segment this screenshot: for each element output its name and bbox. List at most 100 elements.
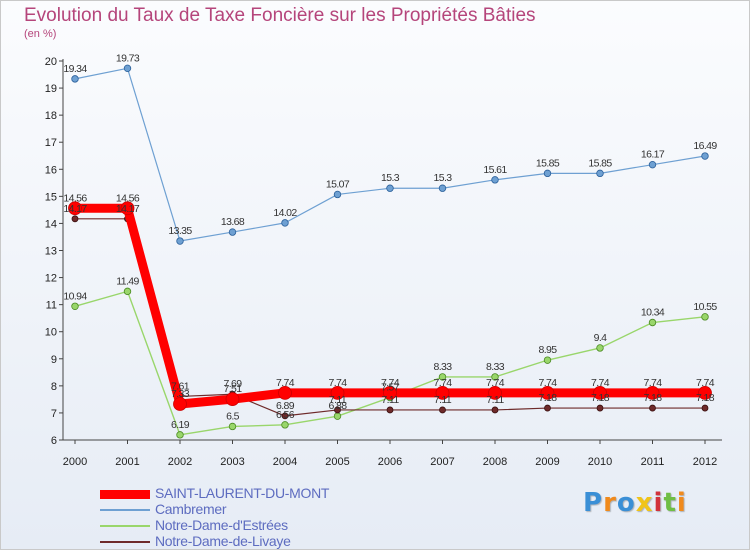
logo-letter: i bbox=[676, 488, 687, 518]
data-label: 6.19 bbox=[171, 419, 190, 431]
data-label: 15.85 bbox=[536, 157, 560, 169]
data-label: 7.33 bbox=[171, 388, 190, 400]
data-label: 7.74 bbox=[591, 377, 610, 389]
data-label: 6.56 bbox=[276, 409, 295, 421]
data-label: 14.17 bbox=[63, 203, 87, 215]
data-label: 8.33 bbox=[486, 361, 505, 373]
x-tick-label: 2004 bbox=[273, 456, 297, 468]
data-point bbox=[649, 404, 656, 412]
data-point bbox=[540, 385, 555, 400]
y-tick-label: 20 bbox=[45, 56, 57, 68]
y-tick-label: 17 bbox=[45, 137, 57, 149]
data-point bbox=[123, 64, 132, 73]
data-point bbox=[120, 201, 135, 216]
legend-swatch bbox=[100, 509, 150, 511]
data-point bbox=[281, 412, 289, 420]
data-label: 14.17 bbox=[116, 203, 140, 215]
data-label: 10.94 bbox=[63, 290, 87, 302]
x-tick-label: 2008 bbox=[483, 456, 507, 468]
data-point bbox=[281, 421, 289, 429]
y-tick-label: 11 bbox=[46, 300, 57, 312]
data-point bbox=[330, 385, 345, 400]
data-label: 14.56 bbox=[63, 192, 87, 204]
data-point bbox=[333, 190, 342, 199]
logo-letter: P bbox=[583, 488, 604, 518]
series-0 bbox=[68, 201, 712, 411]
data-label: 7.61 bbox=[171, 380, 190, 392]
data-label: 8.33 bbox=[433, 361, 452, 373]
x-tick-label: 2007 bbox=[430, 456, 454, 468]
x-tick-label: 2011 bbox=[641, 456, 665, 468]
data-point bbox=[173, 397, 187, 411]
data-label: 6.88 bbox=[328, 400, 347, 412]
y-tick-label: 13 bbox=[45, 246, 57, 258]
data-point bbox=[543, 356, 552, 364]
data-point bbox=[438, 373, 447, 381]
data-label: 15.3 bbox=[433, 172, 452, 184]
legend-label: Notre-Dame-de-Livaye bbox=[155, 533, 291, 549]
data-label: 7.57 bbox=[381, 381, 400, 393]
data-label: 11.49 bbox=[116, 275, 139, 287]
data-label: 7.69 bbox=[223, 378, 242, 390]
data-label: 14.56 bbox=[116, 192, 140, 204]
data-point bbox=[228, 228, 237, 236]
data-point bbox=[701, 313, 709, 321]
y-tick-label: 6 bbox=[51, 435, 57, 447]
data-label: 7.74 bbox=[381, 377, 400, 389]
data-point bbox=[596, 344, 604, 352]
data-label: 7.18 bbox=[591, 392, 610, 404]
series-layer bbox=[68, 64, 712, 439]
data-point bbox=[435, 385, 450, 400]
data-point bbox=[176, 237, 184, 245]
x-tick-label: 2002 bbox=[168, 456, 192, 468]
axes: 6 7 8 9 10 11 12 13 14 15 16 17 18 19 20 2000 2001 2002 20… bbox=[45, 56, 722, 468]
legend-swatch bbox=[100, 489, 150, 499]
y-tick-label: 14 bbox=[45, 218, 57, 230]
x-tick-label: 2001 bbox=[115, 456, 139, 468]
data-label: 19.73 bbox=[116, 52, 140, 64]
logo-letter: i bbox=[653, 488, 664, 518]
data-label: 7.11 bbox=[434, 394, 452, 406]
series-1 bbox=[71, 64, 709, 245]
y-tick-label: 9 bbox=[51, 354, 57, 366]
legend-swatch bbox=[100, 541, 150, 543]
data-point bbox=[334, 406, 341, 414]
data-point bbox=[386, 406, 394, 414]
data-point bbox=[648, 318, 657, 327]
y-tick-label: 7 bbox=[51, 408, 57, 420]
data-label: 7.51 bbox=[223, 383, 242, 395]
data-label: 13.68 bbox=[221, 216, 245, 228]
data-label: 7.11 bbox=[381, 394, 399, 406]
data-point bbox=[488, 385, 502, 400]
data-label: 7.18 bbox=[643, 392, 662, 404]
x-tick-label: 2000 bbox=[63, 456, 87, 468]
y-tick-label: 16 bbox=[45, 164, 57, 176]
data-label: 7.74 bbox=[433, 377, 452, 389]
data-label: 10.34 bbox=[641, 307, 665, 319]
data-point bbox=[648, 160, 657, 169]
data-point bbox=[383, 385, 397, 400]
data-point bbox=[278, 385, 292, 400]
data-point bbox=[228, 422, 237, 431]
data-label: 6.89 bbox=[276, 400, 295, 412]
data-point bbox=[386, 184, 394, 192]
data-label: 9.4 bbox=[594, 332, 608, 344]
data-label: 15.07 bbox=[326, 178, 350, 190]
logo-letter: t bbox=[663, 488, 677, 518]
data-label: 7.74 bbox=[276, 377, 295, 389]
data-point bbox=[281, 219, 289, 227]
data-point bbox=[176, 431, 184, 439]
data-point bbox=[698, 385, 712, 400]
x-tick-label: 2010 bbox=[588, 456, 612, 468]
data-point bbox=[491, 373, 499, 381]
data-labels: 14.56 14.567.33 7.517.74 7.74 7.74 7.74 7.74 7.… bbox=[63, 52, 718, 431]
x-tick-label: 2005 bbox=[325, 456, 349, 468]
data-point bbox=[491, 176, 499, 184]
data-point bbox=[225, 392, 240, 407]
data-point bbox=[438, 184, 447, 192]
logo-letter: r bbox=[603, 488, 617, 518]
data-label: 7.74 bbox=[486, 377, 505, 389]
logo-letter: x bbox=[635, 488, 654, 518]
